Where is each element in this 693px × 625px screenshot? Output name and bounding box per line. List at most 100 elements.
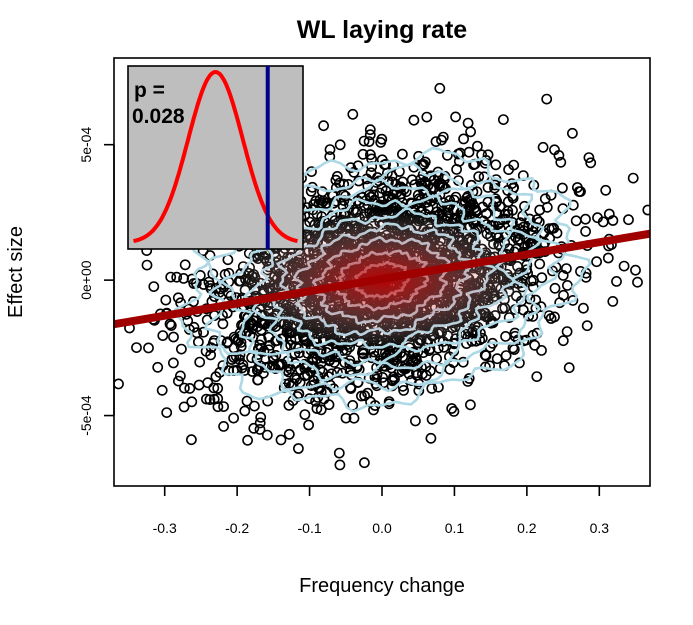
density-contour: [204, 162, 566, 393]
data-point: [198, 326, 209, 338]
data-point: [471, 140, 483, 152]
data-point: [482, 181, 494, 193]
data-point: [366, 161, 378, 172]
data-point: [518, 221, 529, 233]
data-point: [165, 320, 177, 331]
data-point: [205, 349, 216, 361]
data-point: [507, 204, 518, 216]
x-tick-label: -0.2: [225, 520, 249, 536]
data-point: [408, 347, 420, 359]
data-point: [275, 333, 287, 345]
data-point: [315, 404, 327, 416]
data-point: [252, 374, 264, 386]
data-point: [364, 124, 376, 136]
data-point: [623, 214, 634, 226]
data-point: [307, 353, 318, 365]
inset-null-distribution: p = 0.028: [127, 65, 304, 250]
data-point: [208, 382, 220, 394]
x-axis: -0.3 -0.2 -0.1 0.0 0.1 0.2 0.3: [153, 485, 609, 536]
data-point: [234, 354, 245, 365]
data-point: [541, 93, 553, 105]
data-point: [276, 358, 288, 370]
data-point: [580, 225, 591, 237]
data-point: [531, 371, 543, 382]
data-point: [411, 369, 423, 381]
data-point: [156, 384, 168, 396]
data-point: [217, 318, 229, 330]
data-point: [491, 207, 503, 219]
data-point: [292, 443, 304, 454]
data-point: [618, 260, 630, 272]
data-point: [251, 364, 263, 376]
chart-title: WL laying rate: [297, 16, 468, 44]
y-tick-label: 0e+00: [78, 260, 94, 300]
data-point: [289, 372, 301, 384]
plot-area: [37, 82, 666, 500]
data-point: [578, 302, 589, 314]
data-point: [366, 352, 377, 364]
data-point: [283, 428, 295, 440]
data-point: [432, 381, 444, 393]
data-point: [324, 144, 336, 155]
data-point: [536, 272, 548, 284]
data-point: [212, 382, 224, 394]
data-point: [37, 491, 46, 500]
data-point: [451, 163, 462, 175]
data-point: [186, 396, 198, 408]
data-point: [165, 271, 177, 283]
null-distribution-curve: [133, 69, 298, 244]
data-point: [160, 294, 172, 306]
data-point: [652, 149, 661, 158]
data-point: [178, 401, 190, 413]
data-point: [131, 342, 142, 353]
data-point: [358, 135, 370, 147]
data-point: [462, 117, 474, 129]
data-point: [239, 405, 251, 417]
data-point: [345, 383, 357, 394]
data-point: [174, 370, 186, 382]
data-point: [458, 133, 469, 145]
data-point: [396, 148, 408, 160]
data-point: [415, 174, 426, 185]
data-point: [202, 377, 214, 389]
data-point: [657, 182, 666, 191]
data-point: [239, 364, 250, 376]
data-point: [573, 186, 585, 197]
data-point: [462, 375, 474, 387]
data-point: [536, 344, 547, 356]
data-point: [426, 413, 438, 425]
data-point: [567, 294, 579, 306]
data-point: [450, 191, 462, 203]
data-point: [318, 120, 329, 132]
data-point: [482, 149, 494, 161]
data-point: [497, 114, 509, 125]
data-point: [291, 374, 302, 385]
data-point: [424, 365, 436, 377]
data-point: [524, 213, 535, 225]
y-tick-label: -5e-04: [78, 395, 94, 436]
data-point: [244, 329, 256, 341]
data-point: [254, 423, 266, 435]
data-point: [188, 321, 200, 333]
data-point: [248, 400, 260, 412]
data-point: [175, 343, 187, 355]
data-point: [602, 252, 614, 264]
data-point: [500, 330, 511, 342]
data-point: [218, 401, 229, 412]
x-tick-label: 0.0: [372, 520, 392, 536]
data-point: [101, 294, 110, 303]
data-point: [506, 178, 518, 189]
data-point: [212, 401, 224, 413]
y-tick-label: 5e-04: [78, 127, 94, 163]
data-point: [241, 395, 253, 407]
data-point: [316, 197, 328, 209]
data-point: [592, 212, 603, 224]
data-point: [557, 335, 569, 347]
data-point: [489, 179, 501, 191]
data-point: [437, 131, 449, 143]
x-tick-label: -0.1: [298, 520, 322, 536]
data-point: [357, 148, 369, 160]
data-point: [555, 156, 567, 168]
data-point: [185, 434, 197, 446]
